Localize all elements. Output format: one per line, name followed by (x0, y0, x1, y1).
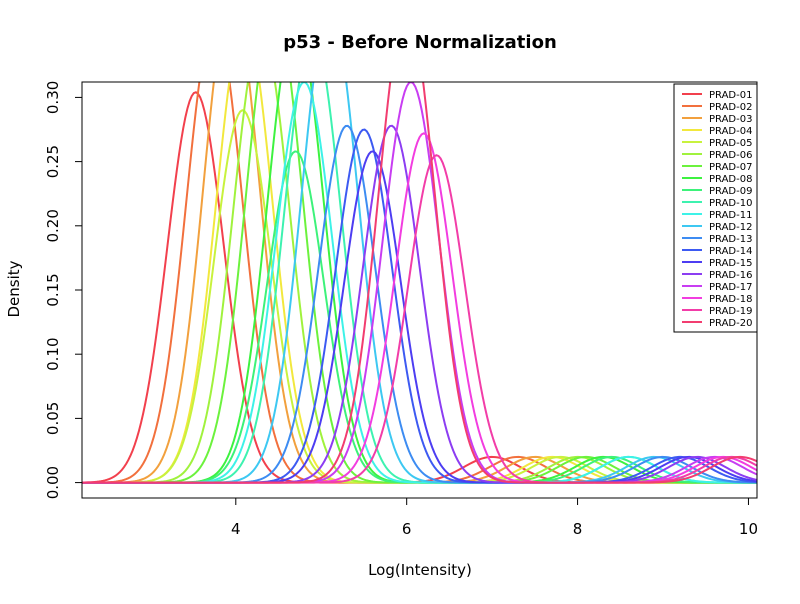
y-tick-label: 0.00 (44, 466, 62, 499)
legend-label: PRAD-20 (709, 318, 752, 329)
legend-label: PRAD-09 (709, 186, 752, 197)
y-tick-label: 0.20 (44, 209, 62, 242)
y-tick-label: 0.30 (44, 81, 62, 114)
x-tick-label: 6 (402, 520, 412, 538)
y-tick-label: 0.10 (44, 337, 62, 370)
legend-label: PRAD-08 (709, 174, 752, 185)
legend-label: PRAD-01 (709, 90, 752, 101)
series-layer (82, 82, 757, 484)
x-tick-label: 10 (739, 520, 758, 538)
series-line-20 (82, 82, 757, 484)
y-tick-label: 0.15 (44, 273, 62, 306)
legend-label: PRAD-07 (709, 162, 752, 173)
legend-label: PRAD-12 (709, 222, 752, 233)
legend-label: PRAD-03 (709, 114, 752, 125)
legend-label: PRAD-06 (709, 150, 752, 161)
x-tick-label: 4 (231, 520, 241, 538)
legend-label: PRAD-15 (709, 258, 752, 269)
legend-label: PRAD-05 (709, 138, 752, 149)
x-axis-label: Log(Intensity) (368, 561, 472, 579)
legend: PRAD-01PRAD-02PRAD-03PRAD-04PRAD-05PRAD-… (673, 83, 758, 333)
legend-label: PRAD-10 (709, 198, 752, 209)
y-tick-label: 0.25 (44, 145, 62, 178)
x-tick-label: 8 (573, 520, 583, 538)
legend-label: PRAD-16 (709, 270, 752, 281)
y-axis-label: Density (5, 260, 23, 317)
legend-label: PRAD-02 (709, 102, 752, 113)
y-tick-label: 0.05 (44, 402, 62, 435)
legend-label: PRAD-17 (709, 282, 752, 293)
legend-label: PRAD-18 (709, 294, 752, 305)
legend-box (673, 83, 758, 333)
chart-title: p53 - Before Normalization (283, 32, 557, 53)
legend-label: PRAD-04 (709, 126, 752, 137)
legend-label: PRAD-13 (709, 234, 752, 245)
legend-label: PRAD-14 (709, 246, 752, 257)
legend-label: PRAD-19 (709, 306, 752, 317)
legend-label: PRAD-11 (709, 210, 752, 221)
